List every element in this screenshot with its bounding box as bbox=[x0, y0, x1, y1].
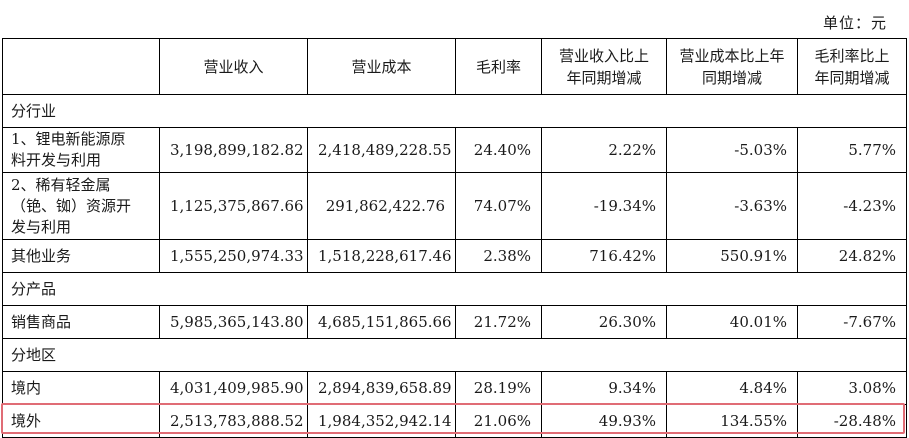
row-label: 其他业务 bbox=[2, 239, 160, 273]
cell-cost: 1,984,352,942.14 bbox=[307, 404, 456, 438]
row-label: 境外 bbox=[2, 404, 160, 438]
cell-cost-yoy: 40.01% bbox=[666, 305, 798, 339]
cell-margin-yoy: 3.08% bbox=[797, 371, 907, 405]
cell-margin-yoy: 5.77% bbox=[797, 127, 907, 173]
header-gross-margin: 毛利率 bbox=[455, 38, 542, 95]
cell-margin: 28.19% bbox=[455, 371, 542, 405]
cell-margin: 21.06% bbox=[455, 404, 542, 438]
cell-revenue: 5,985,365,143.80 bbox=[159, 305, 308, 339]
cell-revenue-yoy: 9.34% bbox=[541, 371, 667, 405]
cell-cost: 2,894,839,658.89 bbox=[307, 371, 456, 405]
cell-revenue-yoy: -19.34% bbox=[541, 172, 667, 240]
header-margin-yoy: 毛利率比上年同期增减 bbox=[797, 38, 907, 95]
cell-margin-yoy: -7.67% bbox=[797, 305, 907, 339]
cell-revenue-yoy: 716.42% bbox=[541, 239, 667, 273]
cell-margin: 2.38% bbox=[455, 239, 542, 273]
header-blank-cell bbox=[2, 38, 160, 95]
cell-cost-yoy: -3.63% bbox=[666, 172, 798, 240]
cell-cost: 1,518,228,617.46 bbox=[307, 239, 456, 273]
header-row: 营业收入 营业成本 毛利率 营业收入比上年同期增减 营业成本比上年同期增减 毛利… bbox=[2, 38, 907, 95]
section-title: 分行业 bbox=[2, 94, 907, 128]
cell-revenue-yoy: 26.30% bbox=[541, 305, 667, 339]
cell-revenue: 3,198,899,182.82 bbox=[159, 127, 308, 173]
row-label: 境内 bbox=[2, 371, 160, 405]
header-cost-yoy: 营业成本比上年同期增减 bbox=[666, 38, 798, 95]
cell-revenue-yoy: 49.93% bbox=[541, 404, 667, 438]
cell-revenue: 4,031,409,985.90 bbox=[159, 371, 308, 405]
cell-margin: 21.72% bbox=[455, 305, 542, 339]
table-row: 1、锂电新能源原 料开发与利用 3,198,899,182.82 2,418,4… bbox=[2, 127, 907, 173]
cell-cost: 2,418,489,228.55 bbox=[307, 127, 456, 173]
cell-cost: 291,862,422.76 bbox=[307, 172, 456, 240]
cell-cost-yoy: 550.91% bbox=[666, 239, 798, 273]
section-title: 分产品 bbox=[2, 272, 907, 306]
section-title: 分地区 bbox=[2, 338, 907, 372]
table-row: 境内 4,031,409,985.90 2,894,839,658.89 28.… bbox=[2, 371, 907, 405]
cell-revenue: 2,513,783,888.52 bbox=[159, 404, 308, 438]
row-label: 销售商品 bbox=[2, 305, 160, 339]
cell-cost-yoy: -5.03% bbox=[666, 127, 798, 173]
header-revenue: 营业收入 bbox=[159, 38, 308, 95]
cell-margin: 74.07% bbox=[455, 172, 542, 240]
section-row-product: 分产品 bbox=[2, 272, 907, 306]
unit-note: 单位：元 bbox=[822, 14, 887, 32]
cell-revenue-yoy: 2.22% bbox=[541, 127, 667, 173]
row-label: 2、稀有轻金属 （铯、铷）资源开 发与利用 bbox=[2, 172, 160, 240]
table-row: 销售商品 5,985,365,143.80 4,685,151,865.66 2… bbox=[2, 305, 907, 339]
cell-margin-yoy: 24.82% bbox=[797, 239, 907, 273]
cell-revenue: 1,555,250,974.33 bbox=[159, 239, 308, 273]
cell-cost: 4,685,151,865.66 bbox=[307, 305, 456, 339]
table-row-highlighted: 境外 2,513,783,888.52 1,984,352,942.14 21.… bbox=[2, 404, 907, 438]
cell-cost-yoy: 134.55% bbox=[666, 404, 798, 438]
table-row: 其他业务 1,555,250,974.33 1,518,228,617.46 2… bbox=[2, 239, 907, 273]
header-cost: 营业成本 bbox=[307, 38, 456, 95]
cell-margin: 24.40% bbox=[455, 127, 542, 173]
section-row-industry: 分行业 bbox=[2, 94, 907, 128]
section-row-region: 分地区 bbox=[2, 338, 907, 372]
cell-margin-yoy: -4.23% bbox=[797, 172, 907, 240]
table-row: 2、稀有轻金属 （铯、铷）资源开 发与利用 1,125,375,867.66 2… bbox=[2, 172, 907, 240]
row-label: 1、锂电新能源原 料开发与利用 bbox=[2, 127, 160, 173]
header-revenue-yoy: 营业收入比上年同期增减 bbox=[541, 38, 667, 95]
cell-margin-yoy: -28.48% bbox=[797, 404, 907, 438]
cell-revenue: 1,125,375,867.66 bbox=[159, 172, 308, 240]
cell-cost-yoy: 4.84% bbox=[666, 371, 798, 405]
revenue-breakdown-table: 营业收入 营业成本 毛利率 营业收入比上年同期增减 营业成本比上年同期增减 毛利… bbox=[2, 38, 907, 438]
